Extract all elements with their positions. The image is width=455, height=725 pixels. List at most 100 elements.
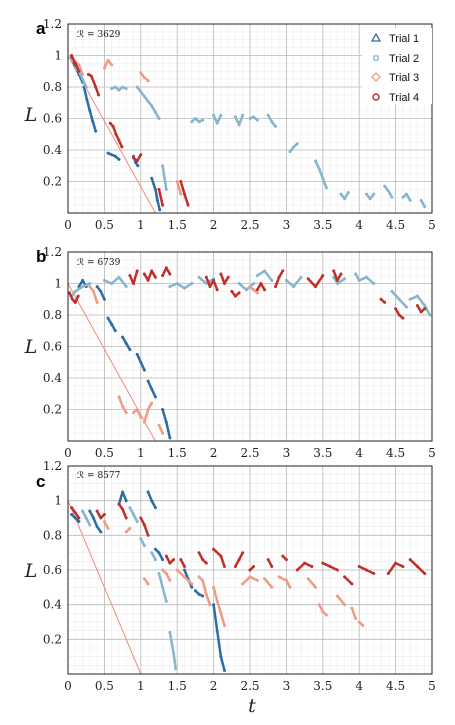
data-point	[386, 189, 390, 193]
data-point	[132, 513, 135, 516]
data-point	[106, 58, 110, 62]
data-point	[142, 368, 146, 372]
data-point	[121, 490, 125, 494]
data-point	[110, 282, 114, 285]
data-point	[219, 611, 223, 615]
x-tick-label: 3.5	[313, 679, 332, 693]
y-tick-label: 0.2	[43, 175, 62, 189]
data-point	[161, 203, 165, 207]
data-point	[92, 289, 95, 293]
data-segment	[168, 282, 194, 290]
data-point	[350, 606, 354, 610]
data-segment	[150, 177, 161, 212]
x-tick-label: 2	[210, 679, 218, 693]
data-point	[284, 278, 288, 282]
data-point	[175, 282, 179, 285]
data-point	[94, 85, 98, 89]
data-point	[252, 115, 256, 119]
data-point	[343, 197, 347, 201]
data-point	[233, 565, 237, 568]
data-point	[161, 164, 165, 168]
y-tick-label: 0.6	[43, 563, 62, 577]
y-tick-label: 0.2	[43, 403, 62, 417]
axes-frame	[67, 251, 433, 442]
data-point	[263, 269, 267, 273]
data-point	[339, 272, 343, 276]
data-point	[299, 275, 303, 279]
x-tick-label: 4	[355, 679, 363, 693]
data-point	[383, 184, 387, 188]
y-axis-label: L	[24, 336, 38, 358]
data-point	[237, 123, 241, 127]
data-point	[183, 568, 186, 572]
data-point	[92, 516, 95, 520]
data-point	[270, 278, 274, 282]
data-point	[76, 294, 80, 298]
data-point	[252, 565, 256, 568]
data-point	[150, 387, 154, 391]
data-point	[419, 310, 423, 314]
x-tick-label: 3	[283, 679, 291, 693]
legend-entry-trial-3: Trial 3	[371, 72, 419, 84]
data-segment	[336, 594, 346, 607]
data-point	[270, 585, 274, 589]
data-point	[405, 192, 408, 196]
series-trial-4	[70, 54, 190, 207]
data-point	[328, 565, 332, 568]
circle-marker-icon	[372, 93, 380, 101]
data-point	[233, 294, 237, 298]
x-tick-label: 5	[428, 679, 436, 693]
data-point	[150, 551, 154, 555]
data-point	[263, 577, 267, 581]
data-point	[190, 582, 194, 586]
x-tick-label: 1	[137, 679, 145, 693]
y-tick-label: 0.2	[43, 632, 62, 646]
data-point	[274, 285, 277, 289]
data-point	[150, 176, 154, 180]
data-point	[168, 285, 172, 289]
data-segment	[190, 117, 204, 123]
x-tick-label: 4.5	[386, 218, 405, 232]
data-point	[85, 98, 89, 102]
data-point	[95, 300, 99, 304]
legend-label: Trial 1	[389, 33, 419, 45]
data-point	[153, 110, 157, 114]
data-segment	[314, 159, 328, 190]
data-point	[306, 577, 310, 581]
data-point	[102, 66, 106, 70]
data-point	[94, 129, 98, 133]
data-point	[295, 142, 299, 146]
x-tick-label: 1	[137, 218, 145, 232]
data-point	[95, 509, 99, 513]
data-segment	[143, 269, 157, 282]
data-point	[168, 272, 172, 276]
data-point	[157, 551, 161, 555]
data-point	[204, 592, 208, 596]
data-segment	[103, 275, 128, 288]
data-point	[372, 572, 376, 575]
data-point	[153, 547, 157, 551]
x-tick-label: 3.5	[313, 218, 332, 232]
data-point	[73, 300, 77, 304]
data-point	[128, 274, 132, 278]
data-point	[88, 282, 92, 285]
data-point	[248, 285, 252, 289]
x-tick-label: 0	[64, 218, 72, 232]
data-point	[135, 408, 139, 411]
data-point	[117, 395, 121, 399]
panel-letter: c	[36, 472, 45, 491]
data-point	[99, 289, 103, 293]
square-marker-icon	[373, 55, 379, 61]
data-segment	[157, 188, 164, 207]
data-point	[150, 104, 154, 108]
data-point	[408, 198, 412, 202]
data-point	[164, 266, 168, 270]
data-point	[70, 513, 74, 516]
data-point	[121, 335, 125, 339]
data-point	[208, 285, 212, 289]
y-tick-label: 0.8	[43, 308, 62, 322]
data-segment	[306, 577, 317, 589]
data-point	[110, 153, 114, 157]
data-point	[423, 572, 427, 575]
